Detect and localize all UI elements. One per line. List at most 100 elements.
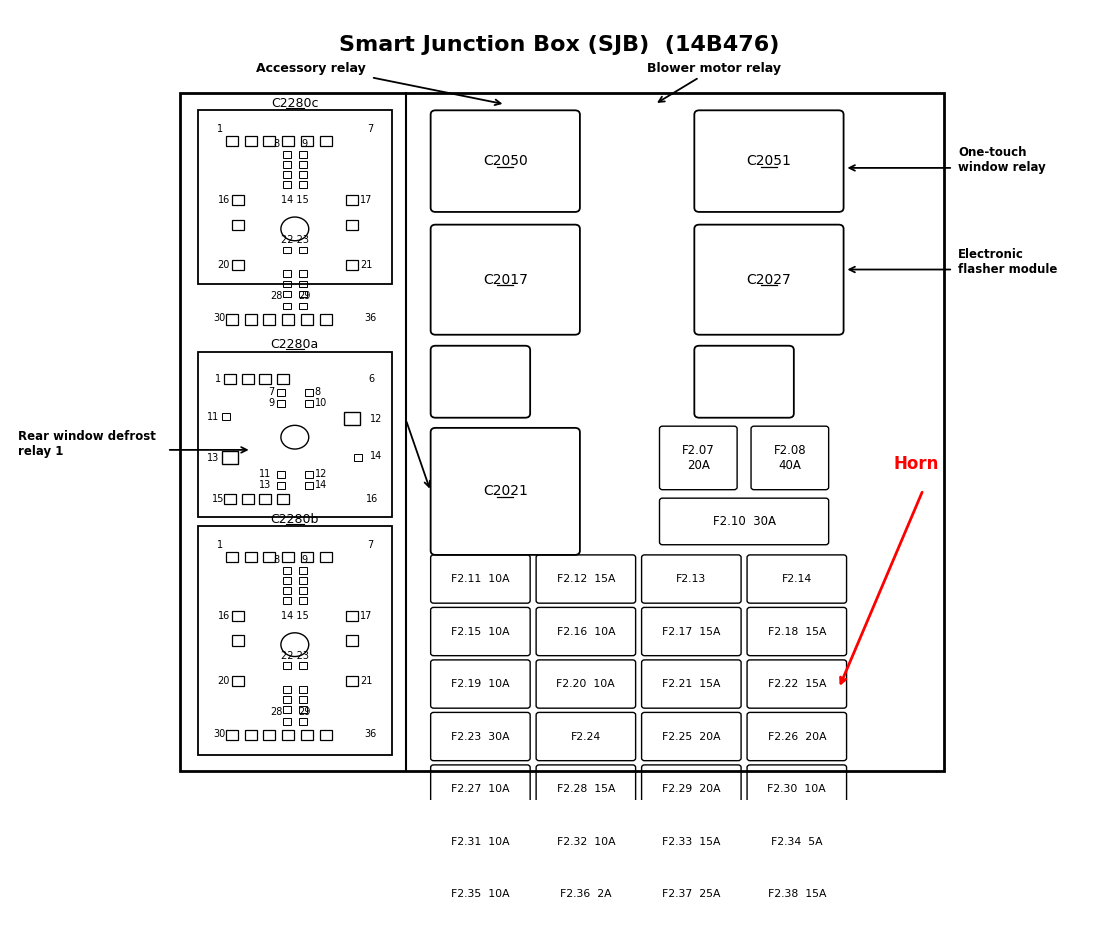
Text: flasher module: flasher module (958, 263, 1057, 276)
Bar (232, 261, 244, 270)
Text: 9: 9 (269, 398, 275, 408)
Bar (198, 110, 392, 284)
Text: F2.10  30A: F2.10 30A (713, 515, 775, 528)
Text: F2.37  25A: F2.37 25A (662, 889, 721, 899)
Text: C2021: C2021 (482, 485, 528, 499)
Text: Electronic: Electronic (958, 247, 1024, 261)
Bar (180, 93, 944, 771)
Bar (224, 494, 236, 504)
Bar (301, 136, 313, 146)
Text: Blower motor relay: Blower motor relay (647, 62, 781, 75)
Text: F2.35  10A: F2.35 10A (451, 889, 510, 899)
Text: 14: 14 (314, 481, 327, 490)
Bar (299, 270, 307, 278)
Bar (222, 413, 229, 421)
Bar (299, 718, 307, 726)
Bar (283, 587, 291, 594)
Bar (344, 412, 360, 425)
Bar (282, 136, 294, 146)
Bar (232, 219, 244, 230)
Bar (224, 374, 236, 384)
Bar (320, 730, 332, 741)
Text: 21: 21 (360, 676, 373, 686)
Bar (346, 219, 358, 230)
Text: 13: 13 (258, 481, 271, 490)
Text: 36: 36 (364, 728, 376, 739)
Text: 13: 13 (207, 453, 219, 463)
Bar (260, 494, 272, 504)
Bar (276, 389, 285, 396)
Text: 30: 30 (214, 312, 226, 323)
Bar (242, 374, 254, 384)
Bar (232, 635, 244, 646)
Bar (283, 696, 291, 703)
Text: F2.31  10A: F2.31 10A (451, 837, 510, 847)
Text: 10: 10 (314, 398, 327, 408)
Bar (278, 374, 290, 384)
Text: F2.20  10A: F2.20 10A (556, 679, 615, 689)
Bar (283, 577, 291, 583)
Text: 11: 11 (207, 412, 219, 422)
Text: 17: 17 (360, 611, 373, 621)
Text: 30: 30 (214, 728, 226, 739)
Text: F2.22  15A: F2.22 15A (768, 679, 826, 689)
Text: C2051: C2051 (746, 154, 791, 168)
Bar (226, 136, 237, 146)
Bar (283, 303, 291, 310)
Bar (226, 551, 237, 562)
Text: One-touch: One-touch (958, 146, 1026, 159)
Bar (276, 400, 285, 407)
Bar (320, 136, 332, 146)
Bar (282, 314, 294, 325)
Bar (354, 455, 361, 461)
Bar (245, 314, 256, 325)
Text: 8: 8 (274, 555, 280, 565)
Text: 1: 1 (215, 374, 220, 384)
Text: F2.28  15A: F2.28 15A (556, 784, 615, 794)
Text: C2050: C2050 (483, 154, 528, 168)
Text: relay 1: relay 1 (18, 445, 63, 458)
Text: 1: 1 (217, 540, 223, 550)
Text: Rear window defrost: Rear window defrost (18, 430, 156, 443)
Bar (276, 482, 285, 488)
Text: Horn: Horn (893, 455, 939, 473)
Bar (299, 247, 307, 253)
Bar (346, 611, 358, 621)
Bar (276, 471, 285, 478)
Text: 7: 7 (367, 124, 373, 134)
Text: F2.13: F2.13 (676, 574, 706, 584)
Bar (299, 171, 307, 178)
Text: F2.26  20A: F2.26 20A (768, 731, 826, 742)
Bar (304, 400, 312, 407)
Bar (283, 598, 291, 604)
Text: F2.15  10A: F2.15 10A (451, 627, 510, 636)
Bar (263, 730, 275, 741)
Bar (301, 314, 313, 325)
Text: 8: 8 (274, 139, 280, 150)
Bar (346, 195, 358, 205)
Text: 29: 29 (299, 707, 311, 717)
Bar (283, 686, 291, 693)
Text: F2.29  20A: F2.29 20A (662, 784, 721, 794)
Bar (299, 151, 307, 158)
Bar (198, 352, 392, 517)
Text: 36: 36 (364, 312, 376, 323)
Bar (304, 482, 312, 488)
Text: F2.25  20A: F2.25 20A (662, 731, 721, 742)
Bar (299, 566, 307, 573)
Bar (283, 151, 291, 158)
Text: 14: 14 (370, 451, 383, 461)
Text: 8: 8 (314, 388, 321, 397)
Bar (299, 598, 307, 604)
Text: F2.34  5A: F2.34 5A (771, 837, 822, 847)
Bar (320, 551, 332, 562)
Bar (283, 247, 291, 253)
Bar (283, 182, 291, 188)
Text: 28: 28 (271, 291, 283, 301)
Bar (304, 471, 312, 478)
Text: 14 15: 14 15 (281, 611, 309, 621)
Text: window relay: window relay (958, 162, 1046, 174)
Bar (320, 314, 332, 325)
Bar (283, 707, 291, 713)
Text: 22 23: 22 23 (281, 235, 309, 245)
